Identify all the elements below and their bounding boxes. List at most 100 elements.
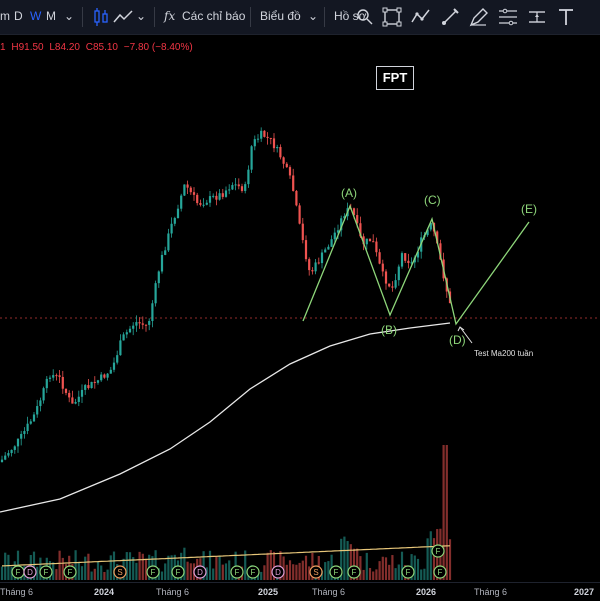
- candle-body: [384, 271, 388, 284]
- interval-m[interactable]: M: [46, 9, 56, 23]
- candle-body: [288, 167, 292, 176]
- event-marker[interactable]: [431, 544, 445, 558]
- event-marker[interactable]: [246, 565, 260, 579]
- event-marker[interactable]: [39, 565, 53, 579]
- event-marker[interactable]: [347, 565, 361, 579]
- event-marker-letter: F: [438, 568, 443, 577]
- brush-icon[interactable]: [439, 6, 461, 28]
- candles-icon[interactable]: [90, 6, 112, 28]
- candle-body: [365, 238, 368, 245]
- candlesticks: [0, 127, 452, 463]
- event-marker[interactable]: [113, 565, 127, 579]
- indicators-button[interactable]: Các chỉ báo: [182, 9, 246, 23]
- candle-body: [77, 396, 80, 402]
- candle-body: [183, 184, 186, 196]
- fib-retracement-icon[interactable]: [497, 6, 519, 28]
- candle-body: [109, 369, 112, 374]
- volume-bar: [397, 564, 400, 580]
- volume-bar: [93, 568, 96, 580]
- candle-body: [301, 223, 304, 241]
- volume-bars: [0, 445, 452, 580]
- wave-label-e: (E): [521, 202, 537, 216]
- volume-bar: [55, 569, 58, 580]
- event-marker[interactable]: [193, 565, 207, 579]
- interval-d[interactable]: D: [14, 9, 23, 23]
- volume-bar: [74, 550, 77, 580]
- candle-body: [119, 340, 122, 356]
- candle-body: [164, 250, 167, 255]
- candle-body: [234, 184, 237, 186]
- rectangle-tool-icon[interactable]: [381, 6, 403, 28]
- candle-body: [144, 324, 148, 326]
- line-chart-icon[interactable]: [112, 6, 134, 28]
- candle-body: [436, 231, 439, 244]
- event-marker-letter: F: [334, 568, 339, 577]
- interval-partial[interactable]: m: [0, 9, 10, 23]
- legend-high: H91.50: [11, 42, 44, 53]
- volume-bar: [394, 568, 397, 580]
- event-marker[interactable]: [230, 565, 244, 579]
- event-marker-letter: F: [16, 568, 21, 577]
- volume-bar: [154, 550, 157, 580]
- candle-body: [215, 195, 218, 200]
- event-marker-letter: S: [313, 568, 318, 577]
- candle-body: [100, 374, 103, 381]
- event-marker[interactable]: [63, 565, 77, 579]
- event-marker-letter: D: [197, 568, 203, 577]
- candle-body: [218, 193, 221, 200]
- candle-body: [157, 271, 160, 284]
- event-marker[interactable]: [171, 565, 185, 579]
- candle-body: [74, 401, 77, 404]
- candle-body: [84, 385, 87, 390]
- candle-body: [167, 233, 170, 251]
- xaxis-label: 2025: [258, 587, 279, 597]
- event-marker[interactable]: [309, 565, 323, 579]
- volume-bar: [125, 552, 128, 580]
- interval-dropdown-icon[interactable]: ⌄: [64, 9, 75, 23]
- candle-body: [317, 262, 320, 264]
- candle-body: [429, 222, 432, 230]
- chart-layout-button[interactable]: Biểu đồ: [260, 9, 301, 23]
- volume-bar: [298, 562, 301, 580]
- ruler-icon[interactable]: [526, 6, 548, 28]
- volume-bar: [349, 544, 352, 580]
- event-marker[interactable]: [271, 565, 285, 579]
- pen-icon[interactable]: [468, 6, 490, 28]
- candle-body: [237, 184, 240, 187]
- search-icon[interactable]: [354, 6, 376, 28]
- event-marker[interactable]: [329, 565, 343, 579]
- event-marker[interactable]: [146, 565, 160, 579]
- text-tool-icon[interactable]: [555, 6, 577, 28]
- candle-body: [324, 249, 327, 253]
- volume-bar: [420, 569, 423, 580]
- volume-bar: [212, 568, 215, 580]
- event-marker[interactable]: [433, 565, 447, 579]
- candle-body: [68, 392, 71, 398]
- volume-bar: [128, 552, 132, 580]
- volume-bar: [96, 561, 100, 580]
- event-marker[interactable]: [23, 565, 37, 579]
- candle-body: [381, 263, 384, 272]
- time-axis[interactable]: Tháng 6 2024 Tháng 6 2025 Tháng 6 2026 T…: [0, 582, 600, 601]
- volume-bar: [112, 551, 116, 580]
- candle-body: [42, 388, 45, 401]
- candle-body: [23, 431, 26, 434]
- event-marker-letter: F: [352, 568, 357, 577]
- wave-label-b: (B): [381, 323, 397, 337]
- candle-body: [404, 253, 407, 261]
- candle-body: [359, 223, 362, 237]
- fx-icon[interactable]: fx: [164, 9, 176, 23]
- candle-body: [282, 157, 285, 164]
- chart-type-dropdown-icon[interactable]: ⌄: [136, 9, 147, 23]
- event-marker[interactable]: [401, 565, 415, 579]
- volume-bar: [61, 557, 64, 580]
- interval-w[interactable]: W: [30, 9, 42, 23]
- candle-body: [39, 400, 42, 407]
- path-tool-icon[interactable]: [410, 6, 432, 28]
- candle-body: [327, 246, 330, 250]
- chart-layout-dropdown-icon[interactable]: ⌄: [308, 9, 319, 23]
- volume-bar: [202, 551, 205, 580]
- volume-bar: [292, 564, 295, 580]
- candle-body: [295, 190, 298, 206]
